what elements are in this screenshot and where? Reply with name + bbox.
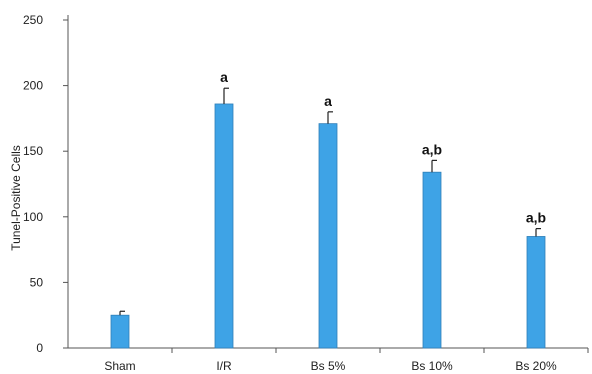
- x-tick-label: Bs 10%: [411, 359, 453, 373]
- y-tick-label: 0: [36, 341, 43, 355]
- x-tick-label: Bs 20%: [515, 359, 557, 373]
- y-tick-label: 100: [23, 210, 43, 224]
- bar: [526, 236, 546, 349]
- x-axis-ticks: Sham I/R Bs 5% Bs 10% Bs 20%: [104, 348, 589, 373]
- bars: [110, 103, 546, 349]
- bar: [422, 171, 442, 349]
- y-axis-ticks: 0 50 100 150 200 250: [23, 13, 68, 355]
- y-axis-title: Tunel-Positive Cells: [9, 145, 23, 251]
- y-tick-label: 200: [23, 79, 43, 93]
- x-tick-label: Bs 5%: [311, 359, 346, 373]
- y-tick-label: 150: [23, 144, 43, 158]
- error-bars: [119, 87, 541, 316]
- bar: [214, 103, 234, 349]
- significance-labels: a a a,b a,b: [220, 69, 546, 225]
- x-tick-label: Sham: [104, 359, 135, 373]
- significance-label: a: [220, 69, 228, 85]
- y-tick-label: 50: [30, 275, 44, 289]
- significance-label: a,b: [422, 141, 442, 157]
- bar: [318, 123, 338, 349]
- x-tick-label: I/R: [216, 359, 232, 373]
- significance-label: a: [324, 93, 332, 109]
- y-tick-label: 250: [23, 13, 43, 27]
- bar: [110, 314, 130, 349]
- significance-label: a,b: [526, 210, 546, 226]
